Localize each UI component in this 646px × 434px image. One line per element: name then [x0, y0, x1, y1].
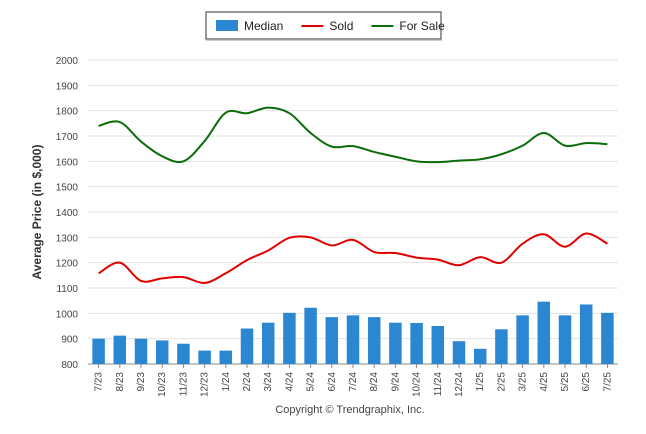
- x-tick-label: 4/24: [284, 372, 295, 392]
- x-tick-label: 11/24: [433, 372, 444, 397]
- series-lines: [98, 106, 608, 284]
- y-tick-label: 2000: [56, 56, 79, 67]
- x-tick-label: 7/23: [94, 372, 105, 392]
- median-bar: [495, 329, 508, 364]
- legend-box: [205, 11, 442, 40]
- median-bar: [177, 343, 190, 364]
- median-bar: [261, 322, 275, 364]
- median-bar: [516, 315, 529, 364]
- median-bar: [283, 312, 296, 364]
- x-tick-label: 6/25: [581, 372, 592, 392]
- x-tick-label: 8/24: [369, 372, 380, 392]
- median-bar: [219, 350, 233, 364]
- y-axis-label: Average Price (in $,000): [30, 145, 44, 280]
- x-tick-label: 8/23: [115, 372, 126, 392]
- x-tick-label: 1/24: [221, 372, 232, 392]
- legend: Median Sold For Sale: [205, 11, 445, 41]
- x-tick-label: 5/24: [306, 372, 317, 392]
- x-tick-label: 9/23: [136, 372, 147, 392]
- x-tick-label: 7/24: [348, 372, 359, 392]
- median-bar: [113, 335, 127, 364]
- x-tick-label: 12/23: [200, 372, 211, 397]
- x-tick-label: 4/25: [539, 372, 550, 392]
- median-bar: [155, 340, 169, 364]
- y-tick-label: 1900: [56, 81, 79, 92]
- y-tick-label: 1300: [56, 233, 79, 244]
- median-bar: [601, 312, 614, 364]
- y-tick-label: 900: [61, 335, 78, 346]
- median-bar: [325, 317, 339, 364]
- median-bar: [134, 338, 148, 364]
- y-axis-ticks: 800 900 1000 1100 1200 1300 1400 1500 1600 1700 18…: [56, 56, 79, 371]
- x-tick-label: 3/25: [518, 372, 529, 392]
- y-tick-label: 1700: [56, 132, 79, 143]
- median-bar: [558, 315, 572, 364]
- x-axis-ticks: 7/23 8/23 9/23 10/23 11/23 12/23 1/24 2/24 3/24 4…: [94, 364, 613, 397]
- median-bar: [537, 301, 551, 364]
- median-bars: [92, 301, 614, 364]
- median-bar: [346, 315, 360, 364]
- legend-swatch-median: [216, 20, 238, 31]
- median-bar: [304, 307, 317, 364]
- x-tick-label: 3/24: [263, 372, 274, 392]
- grid-lines: [88, 59, 618, 340]
- legend-label-median: Median: [244, 19, 283, 33]
- y-tick-label: 1500: [56, 183, 79, 194]
- y-tick-label: 1200: [56, 259, 79, 270]
- y-tick-label: 1000: [56, 309, 79, 320]
- x-tick-label: 2/24: [242, 372, 253, 392]
- x-tick-label: 12/24: [454, 372, 465, 397]
- legend-label-for-sale: For Sale: [399, 19, 445, 33]
- median-bar: [431, 326, 445, 364]
- y-tick-label: 800: [61, 360, 78, 371]
- median-bar: [410, 322, 423, 364]
- x-tick-label: 7/25: [602, 372, 613, 392]
- y-tick-label: 1600: [56, 157, 79, 168]
- x-tick-label: 10/23: [157, 372, 168, 397]
- copyright-text: Copyright © Trendgraphix, Inc.: [275, 404, 424, 416]
- median-bar: [198, 350, 211, 364]
- median-bar: [473, 348, 487, 364]
- x-tick-label: 9/24: [390, 372, 401, 392]
- median-bar: [240, 328, 254, 364]
- x-tick-label: 5/25: [560, 372, 571, 392]
- x-tick-label: 2/25: [496, 372, 507, 392]
- for-sale-line: [98, 106, 608, 164]
- median-bar: [452, 341, 466, 364]
- y-tick-label: 1400: [56, 208, 79, 219]
- median-bar: [92, 338, 105, 364]
- median-bar: [367, 317, 381, 364]
- y-tick-label: 1800: [56, 107, 79, 118]
- x-tick-label: 1/25: [475, 372, 486, 392]
- median-bar: [579, 304, 593, 364]
- x-tick-label: 6/24: [327, 372, 338, 392]
- x-tick-label: 11/23: [178, 372, 189, 397]
- x-tick-label: 10/24: [412, 372, 423, 397]
- legend-label-sold: Sold: [329, 19, 353, 33]
- median-bar: [389, 322, 402, 364]
- y-tick-label: 1100: [56, 284, 78, 295]
- sold-line: [98, 232, 608, 284]
